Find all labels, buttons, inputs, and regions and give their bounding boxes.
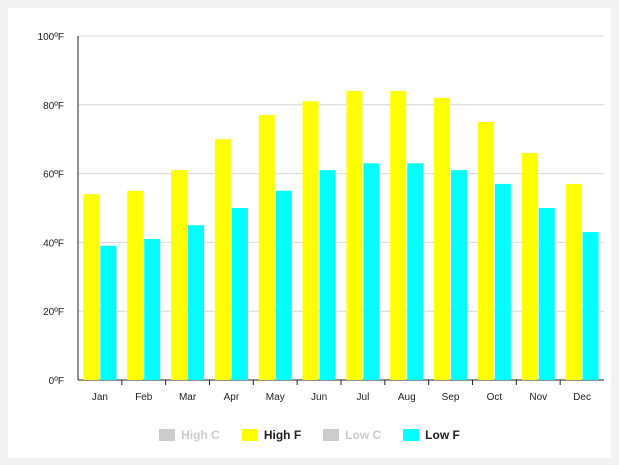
- y-tick-label: 80ºF: [43, 101, 64, 112]
- y-tick-label: 40ºF: [43, 238, 64, 249]
- bar-low-f-apr[interactable]: [231, 208, 248, 380]
- x-tick-label: Dec: [573, 392, 591, 403]
- legend-swatch: [159, 429, 176, 441]
- legend-item-low-c[interactable]: Low C: [323, 428, 381, 442]
- x-tick-label: Apr: [224, 392, 240, 403]
- bar-low-f-oct[interactable]: [494, 183, 511, 380]
- legend-swatch: [323, 429, 340, 441]
- x-tick-label: Aug: [398, 392, 416, 403]
- x-tick-label: May: [266, 392, 285, 403]
- legend-label: Low C: [345, 428, 382, 442]
- chart-legend: High C High F Low C Low F: [8, 428, 611, 442]
- legend-item-low-f[interactable]: Low F: [403, 428, 460, 442]
- x-tick-label: Jul: [357, 392, 370, 403]
- y-tick-label: 20ºF: [43, 307, 64, 318]
- bar-high-f-jul[interactable]: [346, 91, 363, 380]
- y-tick-label: 60ºF: [43, 170, 64, 181]
- x-tick-label: Mar: [179, 392, 197, 403]
- bar-high-f-sep[interactable]: [434, 97, 451, 381]
- legend-swatch: [403, 429, 420, 441]
- x-tick-label: Nov: [529, 392, 547, 403]
- legend-item-high-f[interactable]: High F: [241, 428, 302, 442]
- legend-label: High F: [263, 428, 302, 442]
- chart-card: 0ºF 20ºF 40ºF 60ºF 80ºF 100ºF Jan Feb Mar Apr May J…: [8, 8, 611, 458]
- bar-high-f-oct[interactable]: [477, 122, 494, 380]
- bar-low-f-sep[interactable]: [451, 170, 468, 380]
- legend-label: High C: [181, 428, 220, 442]
- bar-low-f-may[interactable]: [275, 190, 292, 380]
- x-tick-label: Sep: [442, 392, 460, 403]
- x-tick-label: Jun: [311, 392, 327, 403]
- bar-high-f-jan[interactable]: [83, 194, 100, 380]
- bar-low-f-jun[interactable]: [319, 170, 336, 380]
- bar-high-f-apr[interactable]: [214, 139, 231, 380]
- bar-low-f-aug[interactable]: [407, 163, 424, 380]
- temperature-bar-chart: 0ºF 20ºF 40ºF 60ºF 80ºF 100ºF Jan Feb Mar Apr May J…: [38, 32, 604, 403]
- y-tick-label: 100ºF: [38, 32, 64, 43]
- bar-low-f-jul[interactable]: [363, 163, 380, 380]
- legend-label: Low F: [425, 428, 460, 442]
- x-tick-label: Jan: [92, 392, 108, 403]
- bar-high-f-aug[interactable]: [390, 91, 407, 380]
- x-tick-label: Feb: [135, 392, 153, 403]
- legend-swatch: [241, 429, 258, 441]
- bar-low-f-dec[interactable]: [582, 232, 599, 380]
- x-tick-label: Oct: [487, 392, 503, 403]
- bar-low-f-mar[interactable]: [188, 225, 205, 380]
- bar-high-f-nov[interactable]: [521, 152, 538, 380]
- bar-low-f-jan[interactable]: [100, 245, 117, 380]
- bar-high-f-dec[interactable]: [565, 183, 582, 380]
- bar-low-f-nov[interactable]: [538, 208, 555, 380]
- bar-high-f-feb[interactable]: [127, 190, 144, 380]
- bar-high-f-jun[interactable]: [302, 101, 319, 381]
- bar-high-f-may[interactable]: [258, 115, 275, 381]
- bar-low-f-feb[interactable]: [144, 238, 161, 380]
- bar-high-f-mar[interactable]: [171, 170, 188, 380]
- legend-item-high-c[interactable]: High C: [159, 428, 220, 442]
- y-tick-label: 0ºF: [49, 376, 64, 387]
